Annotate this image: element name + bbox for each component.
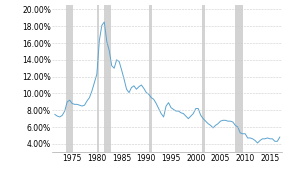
Bar — [149, 5, 152, 152]
Bar — [235, 5, 243, 152]
Bar — [104, 5, 111, 152]
Bar — [97, 5, 99, 152]
Bar — [202, 5, 205, 152]
Bar — [66, 5, 73, 152]
